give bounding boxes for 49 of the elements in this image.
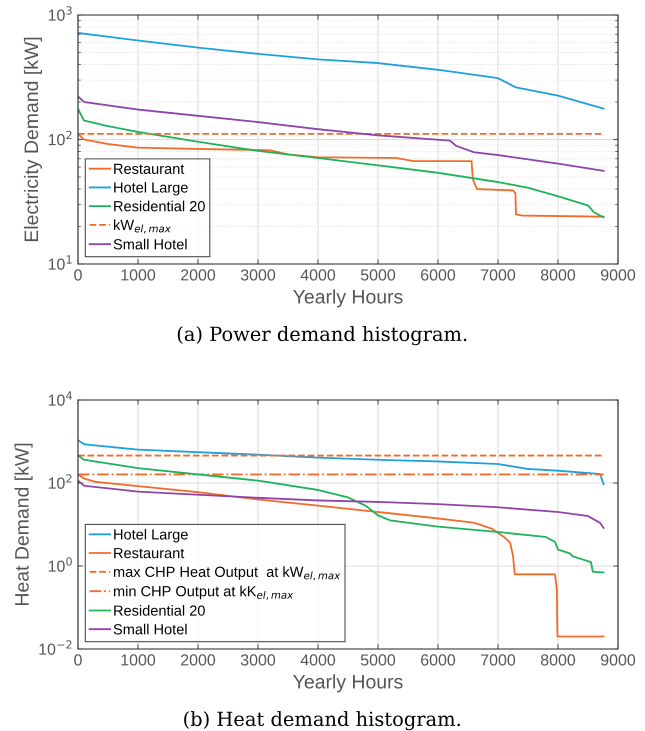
x-tick-label: 2000 <box>181 654 216 666</box>
legend-label: Hotel Large <box>114 182 188 196</box>
legend-label: Small Hotel <box>114 238 187 250</box>
x-tick-label: 3000 <box>240 654 276 666</box>
legend-label: Restaurant <box>114 164 184 174</box>
x-tick-label: 1000 <box>121 269 156 281</box>
line-series <box>78 95 605 172</box>
x-tick-label: 9000 <box>600 654 636 666</box>
y-axis-title: Heat Demand [kW] <box>14 444 33 606</box>
x-tick-label: 8000 <box>540 654 576 666</box>
x-tick-label: 6000 <box>421 654 456 666</box>
x-tick-label: 0 <box>74 269 82 281</box>
legend-label: min CHP Output at kK$_{el,max}$ <box>114 586 294 600</box>
x-axis-title: Yearly Hours <box>293 674 403 692</box>
x-tick-label: 7000 <box>481 654 516 666</box>
x-tick-label: 1000 <box>121 654 156 666</box>
legend-label: Residential 20 <box>114 200 205 212</box>
y-tick-label: 10$^{4}$ <box>48 391 72 406</box>
x-tick-label: 5000 <box>360 269 396 281</box>
x-tick-label: 4000 <box>300 269 336 281</box>
y-tick-label: 10$^{3}$ <box>48 6 72 21</box>
x-tick-label: 0 <box>74 654 82 666</box>
line-series <box>78 439 605 486</box>
legend-label: Hotel Large <box>114 528 188 542</box>
line-series <box>78 32 605 110</box>
y-tick-label: 10$^{2}$ <box>48 130 72 146</box>
x-tick-label: 7000 <box>481 269 516 281</box>
x-tick-label: 9000 <box>600 269 636 281</box>
x-tick-label: 5000 <box>360 654 396 666</box>
x-tick-label: 2000 <box>181 269 216 281</box>
legend-label: Restaurant <box>114 548 184 558</box>
y-axis-title: Electricity Demand [kW] <box>24 38 42 242</box>
x-axis-title: Yearly Hours <box>293 289 403 308</box>
legend-label: Small Hotel <box>114 624 187 634</box>
y-tick-label: 10$^{2}$ <box>48 474 72 489</box>
legend-label: max CHP Heat Output at kW$_{el,max}$ <box>114 566 340 580</box>
y-tick-label: 10$^{1}$ <box>48 255 72 270</box>
x-tick-label: 3000 <box>240 269 276 281</box>
line-series <box>78 108 605 218</box>
y-tick-label: 10$^{−2}$ <box>39 640 72 655</box>
x-tick-label: 4000 <box>300 654 336 666</box>
text: (b) Heat demand histogram. <box>184 711 460 730</box>
legend-label: Residential 20 <box>114 605 205 616</box>
line-series <box>78 480 605 529</box>
x-tick-label: 6000 <box>421 269 456 281</box>
text: (a) Power demand histogram. <box>178 326 466 346</box>
x-tick-label: 8000 <box>540 269 576 281</box>
y-tick-label: 10$^{0}$ <box>48 557 72 572</box>
legend-label: kW$_{el,max}$ <box>114 219 171 234</box>
